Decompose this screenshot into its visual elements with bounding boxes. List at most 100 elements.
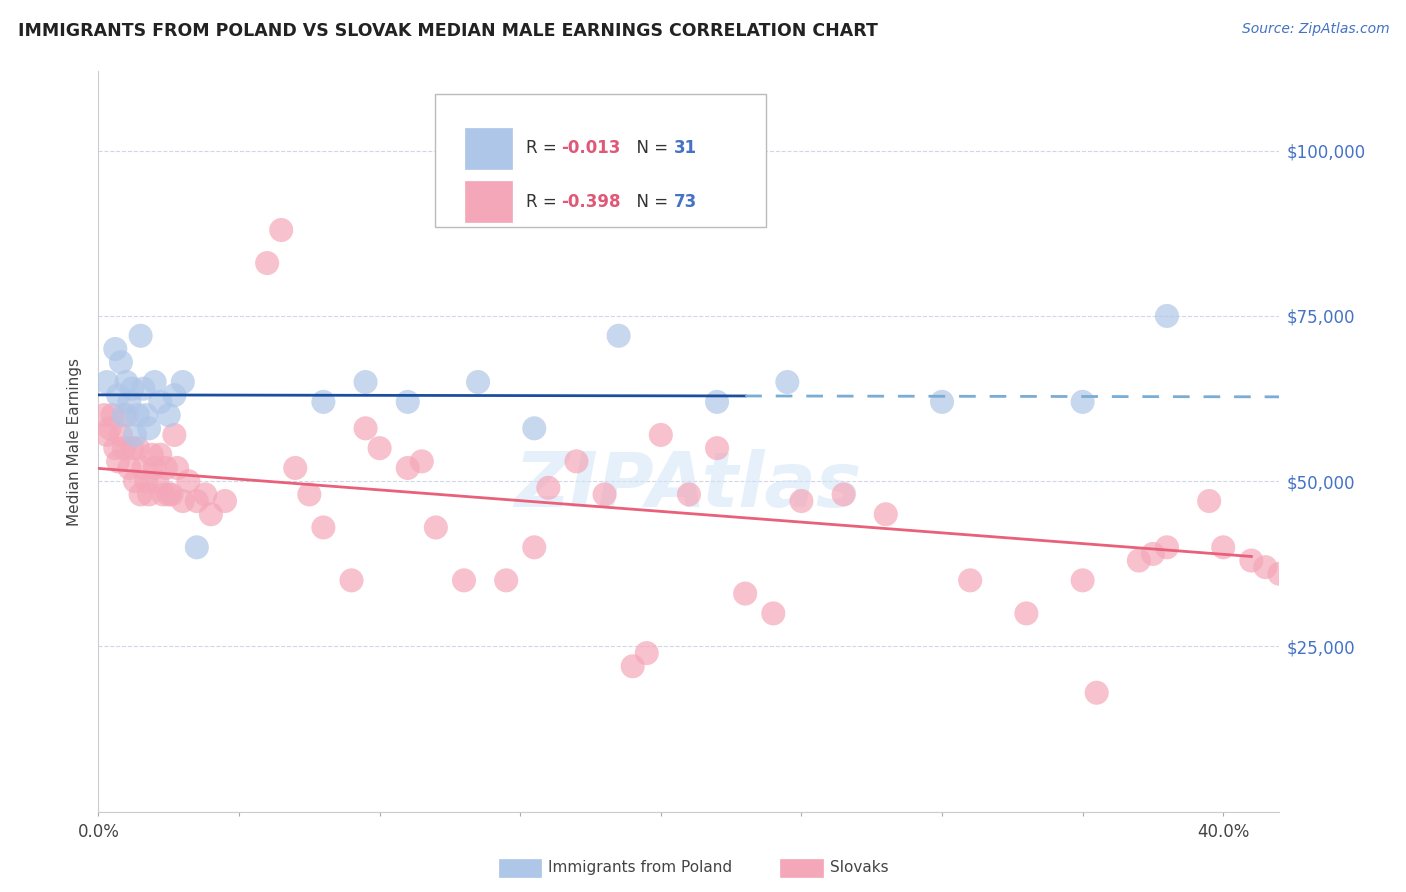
Point	[186, 541, 208, 555]
Text: N =: N =	[626, 139, 673, 157]
Point	[127, 441, 149, 455]
Point	[523, 421, 546, 435]
Point	[312, 395, 335, 409]
Point	[959, 574, 981, 588]
Point	[1156, 541, 1178, 555]
Point	[149, 448, 172, 462]
Point	[1198, 494, 1220, 508]
Point	[121, 441, 143, 455]
Point	[121, 382, 143, 396]
Point	[1128, 553, 1150, 567]
Point	[135, 408, 157, 422]
Point	[149, 395, 172, 409]
Point	[177, 474, 200, 488]
Point	[200, 508, 222, 522]
Point	[104, 342, 127, 356]
Point	[706, 395, 728, 409]
Point	[163, 388, 186, 402]
Point	[1142, 547, 1164, 561]
Point	[1142, 547, 1164, 561]
FancyBboxPatch shape	[464, 181, 512, 222]
Point	[127, 408, 149, 422]
Y-axis label: Median Male Earnings: Median Male Earnings	[67, 358, 83, 525]
Point	[1071, 574, 1094, 588]
Point	[104, 441, 127, 455]
Point	[523, 421, 546, 435]
Point	[1156, 541, 1178, 555]
Point	[621, 659, 644, 673]
Point	[96, 375, 118, 389]
Point	[138, 421, 160, 435]
Point	[101, 408, 124, 422]
Point	[425, 520, 447, 534]
Text: Slovaks: Slovaks	[830, 861, 889, 875]
Point	[1254, 560, 1277, 574]
Point	[115, 408, 138, 422]
Point	[110, 355, 132, 369]
Point	[453, 574, 475, 588]
Text: -0.398: -0.398	[561, 193, 621, 211]
Point	[931, 395, 953, 409]
Point	[340, 574, 363, 588]
Point	[396, 461, 419, 475]
Text: R =: R =	[526, 139, 562, 157]
Point	[312, 520, 335, 534]
Point	[166, 461, 188, 475]
Point	[1198, 494, 1220, 508]
Point	[135, 474, 157, 488]
Point	[565, 454, 588, 468]
Point	[411, 454, 433, 468]
Point	[678, 487, 700, 501]
Point	[1268, 566, 1291, 581]
Point	[160, 487, 183, 501]
Point	[1156, 309, 1178, 323]
Point	[593, 487, 616, 501]
Point	[607, 328, 630, 343]
Point	[135, 408, 157, 422]
Point	[214, 494, 236, 508]
Point	[155, 461, 177, 475]
Point	[875, 508, 897, 522]
Point	[396, 395, 419, 409]
Text: ZIPAtlas: ZIPAtlas	[515, 449, 863, 523]
Point	[368, 441, 391, 455]
Point	[959, 574, 981, 588]
Point	[1071, 395, 1094, 409]
Point	[650, 428, 672, 442]
Point	[931, 395, 953, 409]
Text: Immigrants from Poland: Immigrants from Poland	[548, 861, 733, 875]
Point	[1085, 686, 1108, 700]
Point	[762, 607, 785, 621]
Text: IMMIGRANTS FROM POLAND VS SLOVAK MEDIAN MALE EARNINGS CORRELATION CHART: IMMIGRANTS FROM POLAND VS SLOVAK MEDIAN …	[18, 22, 879, 40]
Point	[110, 428, 132, 442]
Point	[157, 487, 180, 501]
Point	[101, 408, 124, 422]
Point	[298, 487, 321, 501]
Point	[1015, 607, 1038, 621]
Point	[1212, 541, 1234, 555]
Point	[186, 541, 208, 555]
Point	[762, 607, 785, 621]
Point	[621, 659, 644, 673]
Point	[312, 395, 335, 409]
Point	[832, 487, 855, 501]
Point	[155, 461, 177, 475]
Point	[396, 395, 419, 409]
Point	[143, 461, 166, 475]
Point	[1128, 553, 1150, 567]
Point	[132, 461, 155, 475]
Point	[98, 421, 121, 435]
Point	[98, 421, 121, 435]
Point	[298, 487, 321, 501]
Point	[127, 441, 149, 455]
Point	[146, 474, 169, 488]
Point	[138, 487, 160, 501]
Point	[1240, 553, 1263, 567]
Point	[396, 461, 419, 475]
Point	[129, 487, 152, 501]
Point	[214, 494, 236, 508]
Point	[194, 487, 217, 501]
Point	[523, 541, 546, 555]
Point	[141, 448, 163, 462]
Point	[776, 375, 799, 389]
